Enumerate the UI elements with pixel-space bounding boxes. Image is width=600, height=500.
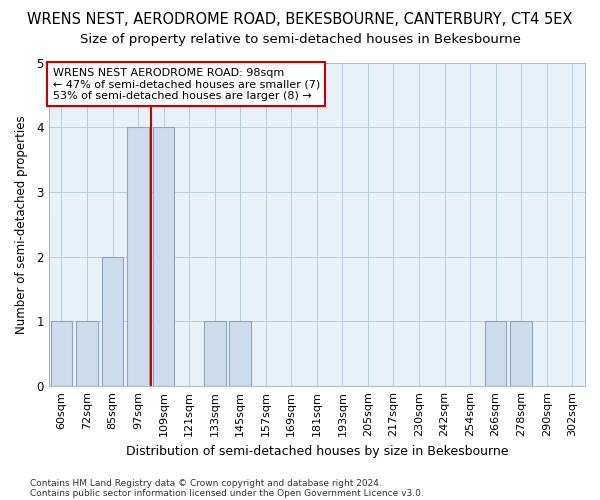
Text: Contains HM Land Registry data © Crown copyright and database right 2024.: Contains HM Land Registry data © Crown c… [30,478,382,488]
Text: WRENS NEST, AERODROME ROAD, BEKESBOURNE, CANTERBURY, CT4 5EX: WRENS NEST, AERODROME ROAD, BEKESBOURNE,… [28,12,572,28]
Text: WRENS NEST AERODROME ROAD: 98sqm
← 47% of semi-detached houses are smaller (7)
5: WRENS NEST AERODROME ROAD: 98sqm ← 47% o… [53,68,320,101]
Bar [229,322,251,386]
Text: Size of property relative to semi-detached houses in Bekesbourne: Size of property relative to semi-detach… [80,32,520,46]
Bar [50,322,73,386]
Bar [76,322,98,386]
Y-axis label: Number of semi-detached properties: Number of semi-detached properties [15,115,28,334]
Bar [485,322,506,386]
X-axis label: Distribution of semi-detached houses by size in Bekesbourne: Distribution of semi-detached houses by … [125,444,508,458]
Text: Contains public sector information licensed under the Open Government Licence v3: Contains public sector information licen… [30,488,424,498]
Bar [153,127,175,386]
Bar [127,127,149,386]
Bar [101,256,124,386]
Bar [204,322,226,386]
Bar [511,322,532,386]
